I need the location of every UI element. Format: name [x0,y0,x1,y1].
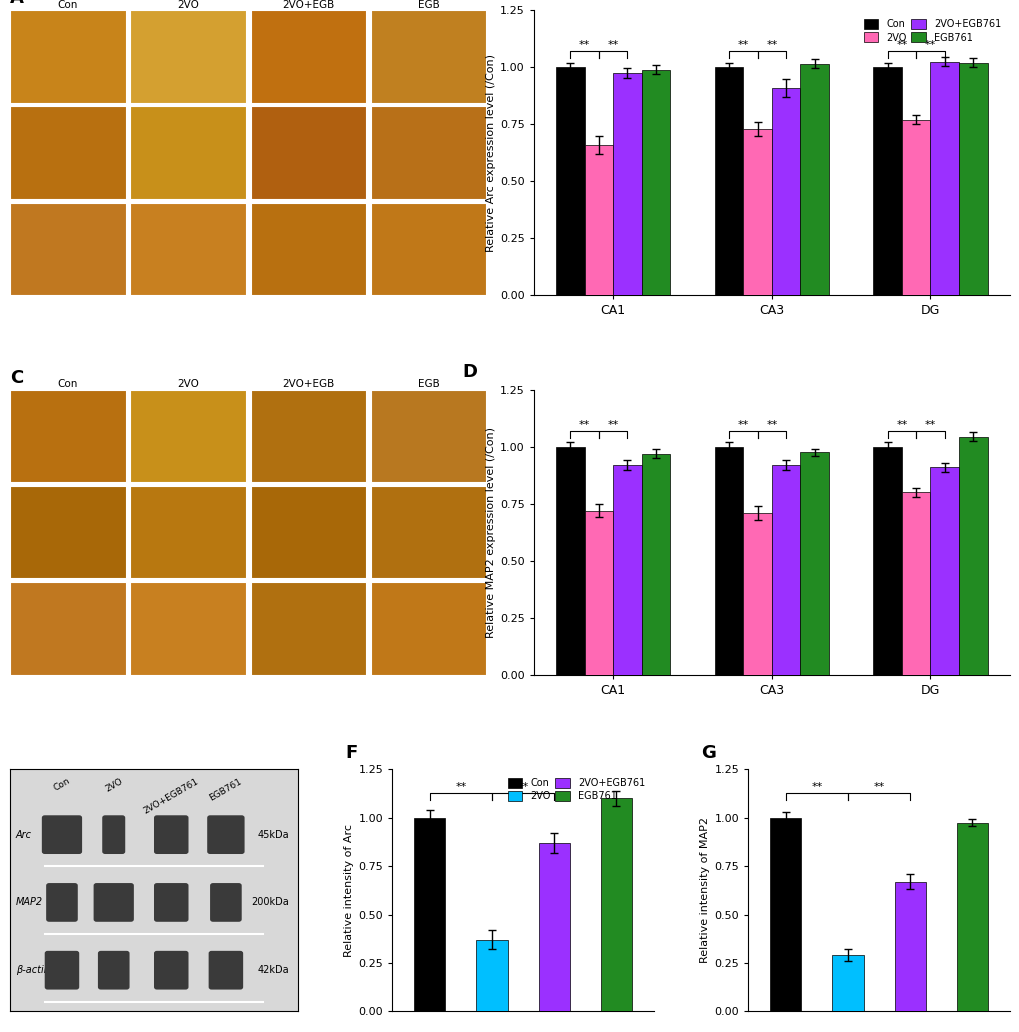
Title: Con: Con [58,0,78,9]
Title: 2VO: 2VO [177,0,199,9]
Bar [538,843,570,1011]
Bar [743,129,771,295]
Y-axis label: Relative intensity of MAP2: Relative intensity of MAP2 [700,817,709,963]
FancyBboxPatch shape [209,950,243,990]
Text: 200kDa: 200kDa [251,898,288,907]
Text: A: A [10,0,24,7]
Bar [414,817,445,1011]
Text: C: C [10,369,23,387]
FancyBboxPatch shape [46,883,77,922]
Text: **: ** [896,40,907,51]
Text: **: ** [517,781,528,792]
Bar [800,452,828,675]
Y-axis label: Relative MAP2 expression level (/Con): Relative MAP2 expression level (/Con) [485,426,495,638]
Text: MAP2: MAP2 [16,898,43,907]
Bar [743,513,771,675]
Bar [958,63,986,295]
Bar [584,144,612,295]
Bar [714,67,743,295]
Title: 2VO+EGB: 2VO+EGB [282,379,334,389]
Title: EGB: EGB [417,0,439,9]
Legend: Con, 2VO, 2VO+EGB761, EGB761: Con, 2VO, 2VO+EGB761, EGB761 [503,774,648,805]
Text: **: ** [810,781,821,792]
Y-axis label: Relative intensity of Arc: Relative intensity of Arc [344,824,354,957]
Text: **: ** [765,420,776,429]
Title: 2VO: 2VO [177,379,199,389]
Bar [641,454,669,675]
Bar [555,447,584,675]
Bar [714,447,743,675]
Bar [901,120,929,295]
Text: 42kDa: 42kDa [257,965,288,975]
FancyBboxPatch shape [98,950,129,990]
Bar [771,88,800,295]
Text: 2VO: 2VO [103,776,124,794]
Text: 45kDa: 45kDa [257,830,288,840]
Bar [769,817,801,1011]
Y-axis label: Relative Arc expression level (/Con): Relative Arc expression level (/Con) [485,54,495,252]
Text: **: ** [896,420,907,429]
Bar [771,465,800,675]
FancyBboxPatch shape [45,950,79,990]
Bar [555,67,584,295]
Bar [956,823,987,1011]
Text: **: ** [579,40,590,51]
Text: Con: Con [52,776,71,794]
Bar [929,62,958,295]
Text: **: ** [607,420,619,429]
Text: **: ** [872,781,883,792]
Text: G: G [701,744,715,762]
Title: EGB: EGB [417,379,439,389]
FancyBboxPatch shape [154,950,189,990]
Bar [612,73,641,295]
FancyBboxPatch shape [154,883,189,922]
Bar [476,940,507,1011]
Bar [641,69,669,295]
Text: F: F [345,744,358,762]
Text: B: B [462,0,476,2]
Text: **: ** [579,420,590,429]
FancyBboxPatch shape [154,815,189,854]
Text: D: D [462,363,477,381]
Text: **: ** [765,40,776,51]
FancyBboxPatch shape [210,883,242,922]
Text: **: ** [924,420,935,429]
Text: β-actin: β-actin [16,965,50,975]
FancyBboxPatch shape [102,815,125,854]
Text: **: ** [607,40,619,51]
Bar [600,799,632,1011]
Bar [872,67,901,295]
Bar [872,447,901,675]
Bar [894,881,925,1011]
Legend: Con, 2VO, 2VO+EGB761, EGB761: Con, 2VO, 2VO+EGB761, EGB761 [859,15,1004,46]
Bar [958,437,986,675]
Bar [832,956,863,1011]
Text: **: ** [924,40,935,51]
Title: 2VO+EGB: 2VO+EGB [282,0,334,9]
FancyBboxPatch shape [42,815,82,854]
Text: **: ** [454,781,466,792]
Bar [901,492,929,675]
Bar [800,64,828,295]
Bar [584,511,612,675]
FancyBboxPatch shape [207,815,245,854]
Bar [929,467,958,675]
Text: **: ** [737,420,748,429]
Title: Con: Con [58,379,78,389]
FancyBboxPatch shape [94,883,133,922]
Text: 2VO+EGB761: 2VO+EGB761 [142,776,200,815]
Text: Arc: Arc [16,830,32,840]
Bar [612,465,641,675]
Text: EGB761: EGB761 [208,776,244,802]
Text: **: ** [737,40,748,51]
